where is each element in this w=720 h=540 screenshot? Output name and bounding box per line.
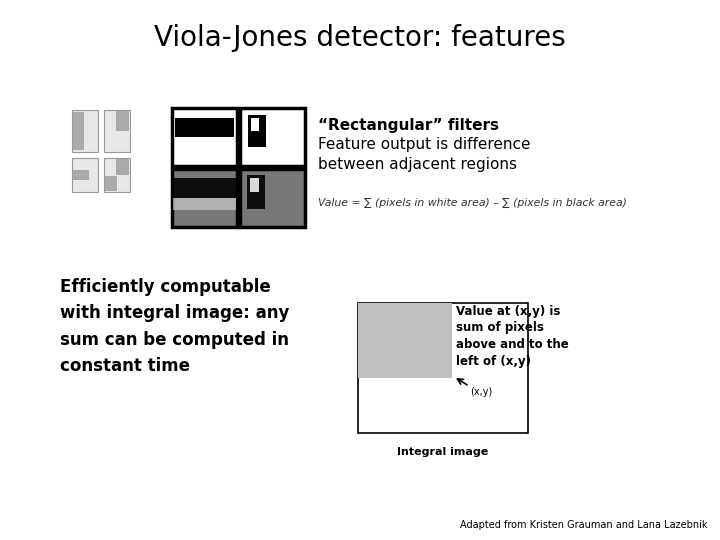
Text: (x,y): (x,y) <box>470 387 492 397</box>
Bar <box>173 198 236 210</box>
Bar <box>104 158 130 192</box>
Bar <box>247 175 265 208</box>
Text: Integral image: Integral image <box>397 447 489 457</box>
Bar <box>117 111 129 131</box>
Bar <box>105 176 117 191</box>
Bar <box>73 112 84 150</box>
Bar <box>240 169 305 227</box>
Text: Feature output is difference
between adjacent regions: Feature output is difference between adj… <box>318 137 531 172</box>
Text: Value = ∑ (pixels in white area) – ∑ (pixels in black area): Value = ∑ (pixels in white area) – ∑ (pi… <box>318 198 627 208</box>
Bar <box>72 110 98 152</box>
Text: Viola-Jones detector: features: Viola-Jones detector: features <box>154 24 566 52</box>
Bar <box>73 170 89 180</box>
Bar <box>251 118 259 131</box>
Bar <box>358 303 451 379</box>
Text: Value at (x,y) is
sum of pixels
above and to the
left of (x,y): Value at (x,y) is sum of pixels above an… <box>456 305 570 368</box>
Text: Efficiently computable
with integral image: any
sum can be computed in
constant : Efficiently computable with integral ima… <box>60 278 289 375</box>
Bar <box>240 108 305 166</box>
Bar <box>250 178 259 192</box>
Bar <box>72 158 98 192</box>
Text: “Rectangular” filters: “Rectangular” filters <box>318 118 499 133</box>
Bar <box>117 159 129 176</box>
Bar <box>173 178 236 198</box>
Bar <box>104 110 130 152</box>
Bar <box>358 303 528 433</box>
Bar <box>172 169 237 227</box>
Bar <box>248 115 266 147</box>
Text: Adapted from Kristen Grauman and Lana Lazebnik: Adapted from Kristen Grauman and Lana La… <box>461 520 708 530</box>
Bar <box>175 118 234 137</box>
Bar <box>172 108 237 166</box>
